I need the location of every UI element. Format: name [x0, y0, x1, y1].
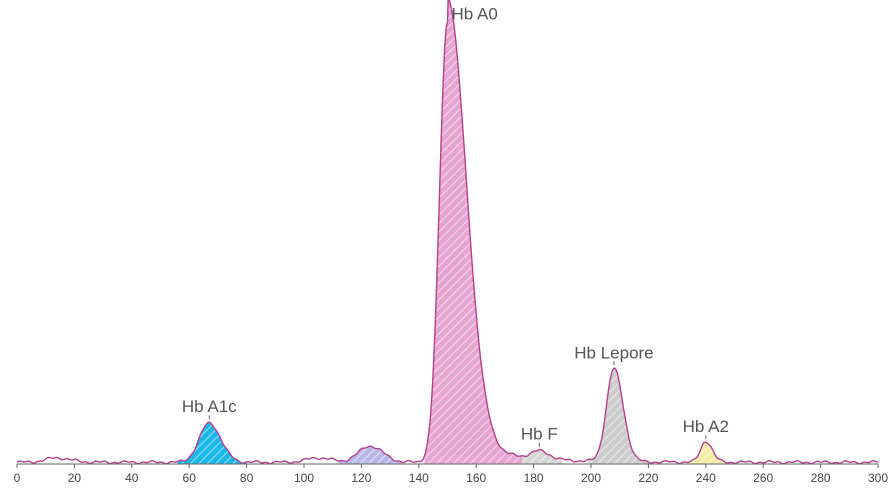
x-tick-label: 180 — [524, 471, 544, 485]
x-tick-label: 0 — [14, 471, 21, 485]
x-tick-label: 20 — [68, 471, 82, 485]
peak-label-hb-a1c: Hb A1c — [182, 397, 237, 416]
x-tick-label: 200 — [581, 471, 601, 485]
x-tick-label: 260 — [753, 471, 773, 485]
trace-line — [16, 0, 879, 465]
peak-hb-a0-hatch — [424, 0, 534, 464]
peak-hb-f-hatch — [522, 449, 563, 464]
peak-labels: Hb A1c Hb A0 Hb F Hb Lepore Hb A2 — [182, 5, 729, 447]
peak-label-hb-a0: Hb A0 — [452, 5, 498, 24]
x-axis-ticks: 0 20 40 60 80 100 120 140 160 180 200 220 240 260 280 3… — [14, 464, 888, 485]
x-tick-label: 60 — [183, 471, 197, 485]
peak-fills — [177, 0, 724, 464]
peak-hb-a2-hatch — [688, 442, 724, 464]
peak-hb-lepore-hatch — [588, 368, 649, 464]
x-tick-label: 240 — [696, 471, 716, 485]
peak-label-hb-a2: Hb A2 — [683, 417, 729, 436]
x-tick-label: 220 — [638, 471, 658, 485]
x-tick-label: 100 — [294, 471, 314, 485]
x-tick-label: 80 — [240, 471, 254, 485]
x-tick-label: 280 — [811, 471, 831, 485]
peak-label-hb-lepore: Hb Lepore — [574, 343, 653, 362]
x-tick-label: 140 — [409, 471, 429, 485]
x-tick-label: 40 — [125, 471, 139, 485]
x-tick-label: 160 — [466, 471, 486, 485]
x-tick-label: 300 — [868, 471, 888, 485]
minor-peak-1-hatch — [338, 446, 405, 464]
peak-label-hb-f: Hb F — [521, 425, 558, 444]
x-tick-label: 120 — [351, 471, 371, 485]
